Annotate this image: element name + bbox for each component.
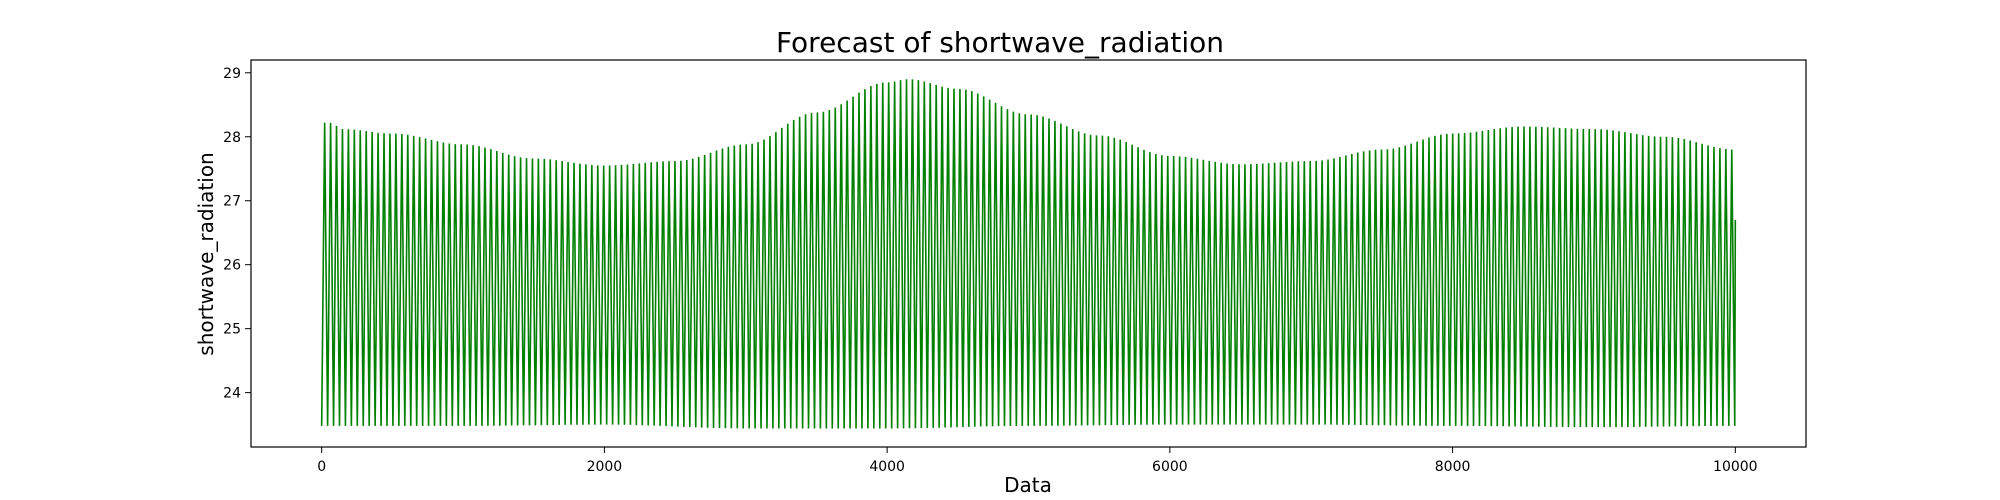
x-tick-label: 10000 <box>1713 459 1758 475</box>
y-tick-label: 27 <box>223 194 241 210</box>
y-axis-label: shortwave_radiation <box>194 152 218 355</box>
x-axis-label: Data <box>1004 473 1052 497</box>
y-tick-label: 25 <box>223 322 241 338</box>
y-tick-label: 26 <box>223 258 241 274</box>
series-line-0 <box>320 79 1737 429</box>
y-tick-label: 28 <box>223 130 241 146</box>
plot-area <box>320 79 1737 429</box>
x-axis: 0 2000 4000 6000 8000 10000 <box>317 447 1758 475</box>
x-tick-label: 4000 <box>869 459 905 475</box>
chart-title: Forecast of shortwave_radiation <box>776 26 1224 59</box>
x-tick-label: 0 <box>317 459 326 475</box>
x-tick-label: 8000 <box>1435 459 1471 475</box>
y-tick-label: 24 <box>223 386 241 402</box>
y-tick-label: 29 <box>223 66 241 82</box>
plot-frame <box>250 59 1807 448</box>
x-tick-label: 6000 <box>1152 459 1188 475</box>
x-tick-label: 2000 <box>587 459 623 475</box>
y-axis: 24 25 26 27 28 29 <box>223 66 251 402</box>
